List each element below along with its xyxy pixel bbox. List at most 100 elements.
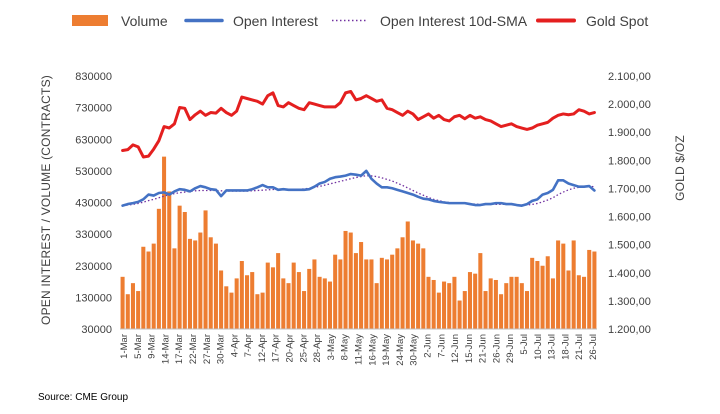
x-tick-label: 26-Jun bbox=[491, 334, 502, 363]
volume-bar bbox=[182, 211, 187, 329]
volume-bar bbox=[343, 230, 348, 329]
volume-bar bbox=[561, 243, 566, 329]
volume-bar bbox=[156, 208, 161, 329]
x-tick-label: 10-Jul bbox=[533, 334, 544, 360]
left-tick-label: 530000 bbox=[75, 166, 112, 178]
x-tick-label: 17-Apr bbox=[271, 334, 282, 363]
volume-bar bbox=[592, 251, 597, 329]
volume-bar bbox=[353, 253, 358, 329]
volume-bar bbox=[473, 273, 478, 329]
left-tick-label: 630000 bbox=[75, 134, 112, 146]
volume-bar bbox=[187, 238, 193, 329]
volume-bar bbox=[213, 243, 218, 329]
x-tick-label: 28-Apr bbox=[312, 334, 323, 363]
right-tick-label: 1.700,00 bbox=[608, 183, 651, 195]
volume-bar bbox=[483, 291, 488, 329]
volume-bar bbox=[250, 272, 255, 329]
legend-volume-swatch bbox=[72, 15, 108, 26]
volume-bar bbox=[193, 240, 198, 329]
x-tick-label: 8-May bbox=[340, 334, 351, 361]
x-tick-label: 20-Apr bbox=[285, 334, 296, 363]
volume-bars bbox=[120, 156, 597, 329]
volume-bar bbox=[260, 292, 265, 329]
volume-bar bbox=[587, 249, 592, 329]
x-tick-label: 13-Jul bbox=[547, 334, 558, 360]
x-tick-label: 21-Jul bbox=[574, 334, 585, 360]
right-tick-label: 1.300,00 bbox=[608, 296, 651, 308]
volume-bar bbox=[405, 221, 410, 329]
volume-bar bbox=[239, 261, 244, 329]
volume-bar bbox=[436, 292, 441, 329]
volume-bar bbox=[374, 283, 379, 329]
x-tick-label: 9-Mar bbox=[147, 334, 158, 359]
volume-bar bbox=[556, 240, 561, 329]
legend-gold-spot-label: Gold Spot bbox=[586, 13, 648, 29]
volume-bar bbox=[291, 262, 296, 329]
volume-bar bbox=[400, 237, 405, 329]
left-tick-label: 230000 bbox=[75, 261, 112, 273]
volume-bar bbox=[208, 237, 213, 329]
volume-bar bbox=[270, 267, 275, 329]
x-tick-label: 7-Apr bbox=[243, 334, 254, 357]
volume-bar bbox=[151, 243, 156, 329]
volume-bar bbox=[519, 283, 524, 329]
x-tick-label: 15-Jun bbox=[464, 334, 475, 363]
volume-bar bbox=[379, 257, 384, 329]
volume-bar bbox=[348, 232, 353, 329]
volume-bar bbox=[203, 210, 208, 329]
left-axis-title: OPEN INTEREST / VOLUME (CONTRACTS) bbox=[39, 75, 53, 325]
gold-spot-line bbox=[121, 89, 596, 159]
left-tick-label: 430000 bbox=[75, 198, 112, 210]
volume-bar bbox=[571, 240, 576, 329]
volume-bar bbox=[333, 254, 338, 329]
volume-bar bbox=[307, 268, 312, 329]
right-tick-label: 1.200,00 bbox=[608, 324, 651, 336]
volume-bar bbox=[364, 259, 369, 329]
volume-bar bbox=[296, 272, 301, 329]
volume-bar bbox=[369, 259, 374, 329]
right-tick-label: 1.400,00 bbox=[608, 268, 651, 280]
right-axis-title: GOLD $/OZ bbox=[673, 135, 687, 201]
volume-bar bbox=[467, 272, 472, 329]
volume-bar bbox=[535, 261, 540, 329]
left-tick-label: 130000 bbox=[75, 292, 112, 304]
x-tick-label: 14-Mar bbox=[160, 334, 171, 364]
x-tick-label: 24-May bbox=[395, 334, 406, 366]
volume-bar bbox=[431, 279, 436, 329]
volume-bar bbox=[276, 253, 281, 329]
volume-bar bbox=[504, 283, 509, 329]
volume-bar bbox=[514, 276, 519, 329]
volume-bar bbox=[136, 291, 141, 329]
left-tick-label: 330000 bbox=[75, 229, 112, 241]
volume-bar bbox=[509, 276, 514, 329]
volume-bar bbox=[120, 276, 125, 329]
volume-bar bbox=[582, 276, 587, 329]
volume-bar bbox=[395, 248, 400, 329]
x-tick-label: 30-May bbox=[409, 334, 420, 366]
volume-bar bbox=[224, 286, 229, 329]
series-lines bbox=[121, 89, 596, 207]
legend-volume-label: Volume bbox=[121, 13, 168, 29]
volume-bar bbox=[172, 248, 177, 329]
volume-bar bbox=[198, 232, 203, 329]
volume-bar bbox=[327, 281, 332, 329]
x-tick-label: 16-May bbox=[367, 334, 378, 366]
right-tick-label: 2.000,00 bbox=[608, 99, 651, 111]
x-tick-label: 5-Mar bbox=[133, 334, 144, 359]
source-note: Source: CME Group bbox=[38, 392, 129, 403]
volume-bar bbox=[317, 276, 322, 329]
x-tick-label: 19-May bbox=[381, 334, 392, 366]
volume-bar bbox=[265, 262, 270, 329]
volume-bar bbox=[488, 278, 493, 329]
volume-bar bbox=[426, 276, 431, 329]
volume-bar bbox=[540, 265, 545, 329]
right-tick-label: 1.900,00 bbox=[608, 127, 651, 139]
volume-bar bbox=[493, 279, 498, 329]
right-tick-label: 1.800,00 bbox=[608, 155, 651, 167]
volume-bar bbox=[452, 276, 457, 329]
volume-bar bbox=[359, 242, 364, 329]
x-tick-label: 7-Jun bbox=[436, 334, 447, 358]
volume-bar bbox=[442, 281, 447, 329]
volume-bar bbox=[286, 283, 291, 329]
